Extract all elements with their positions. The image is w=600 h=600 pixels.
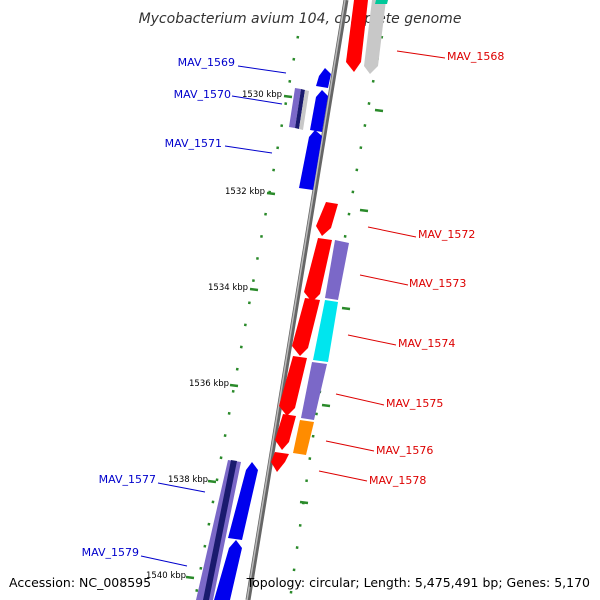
label-mav-1574[interactable]: MAV_1574 (398, 337, 455, 350)
reverse-label-lines (318, 50, 446, 482)
gene-mav-1570-a[interactable] (289, 88, 301, 128)
label-mav-1577[interactable]: MAV_1577 (99, 473, 156, 486)
ruler-major-ticks (185, 94, 384, 580)
label-mav-1570[interactable]: MAV_1570 (174, 88, 231, 101)
label-mav-1568[interactable]: MAV_1568 (447, 50, 504, 63)
label-mav-1575[interactable]: MAV_1575 (386, 397, 443, 410)
gene-mav-1575-purple[interactable] (301, 362, 327, 420)
label-mav-1573[interactable]: MAV_1573 (409, 277, 466, 290)
ruler-label-1536: 1536 kbp (189, 379, 229, 389)
ruler-label-1538: 1538 kbp (168, 475, 208, 485)
label-mav-1578[interactable]: MAV_1578 (369, 474, 426, 487)
gene-mav-1570-c[interactable] (299, 90, 309, 130)
gene-mav-1576-orange[interactable] (293, 420, 314, 455)
genome-backbone (245, 0, 349, 600)
gene-mav-1574-cyan[interactable] (313, 300, 338, 362)
gene-mav-1573-red[interactable] (304, 238, 332, 302)
gene-mav-1577-b[interactable] (203, 460, 237, 600)
accession-text: Accession: NC_008595 (9, 575, 151, 590)
gene-mav-1570-b[interactable] (295, 89, 305, 129)
gene-mav-1568-gray[interactable] (364, 0, 386, 74)
ruler-labels: 1530 kbp 1532 kbp 1534 kbp 1536 kbp 1538… (146, 90, 282, 581)
gene-mav-1568-red[interactable] (346, 0, 368, 72)
label-mav-1579[interactable]: MAV_1579 (82, 546, 139, 559)
reverse-genes (271, 0, 388, 472)
forward-genes (196, 68, 331, 600)
gene-mav-1579-b[interactable] (214, 540, 242, 600)
gene-mav-1569[interactable] (316, 68, 331, 88)
label-mav-1576[interactable]: MAV_1576 (376, 444, 433, 457)
gene-mav-1575-red[interactable] (279, 356, 307, 416)
ruler-label-1530: 1530 kbp (242, 90, 282, 100)
forward-gene-labels: MAV_1569 MAV_1570 MAV_1571 MAV_1577 MAV_… (82, 56, 235, 559)
ruler-label-1534: 1534 kbp (208, 283, 248, 293)
gene-teal-fragment[interactable] (375, 0, 388, 4)
gene-mav-1578[interactable] (271, 452, 289, 472)
label-mav-1572[interactable]: MAV_1572 (418, 228, 475, 241)
gene-mav-1574-red[interactable] (292, 298, 320, 356)
gene-mav-1573-purple[interactable] (325, 240, 349, 300)
gene-mav-1572[interactable] (316, 202, 338, 236)
label-mav-1571[interactable]: MAV_1571 (165, 137, 222, 150)
gene-mav-1571[interactable] (299, 130, 322, 190)
label-mav-1569[interactable]: MAV_1569 (178, 56, 235, 69)
gene-mav-1579-a[interactable] (228, 462, 258, 540)
genome-info-text: Topology: circular; Length: 5,475,491 bp… (246, 575, 590, 590)
reverse-gene-labels: MAV_1568 MAV_1572 MAV_1573 MAV_1574 MAV_… (369, 50, 504, 487)
ruler-label-1532: 1532 kbp (225, 187, 265, 197)
gene-mav-1570-d[interactable] (310, 90, 328, 132)
forward-label-lines (140, 65, 287, 567)
ruler-label-1540: 1540 kbp (146, 571, 186, 581)
gene-mav-1576-red[interactable] (275, 414, 296, 450)
genome-title: Mycobacterium avium 104, complete genome (139, 11, 462, 27)
